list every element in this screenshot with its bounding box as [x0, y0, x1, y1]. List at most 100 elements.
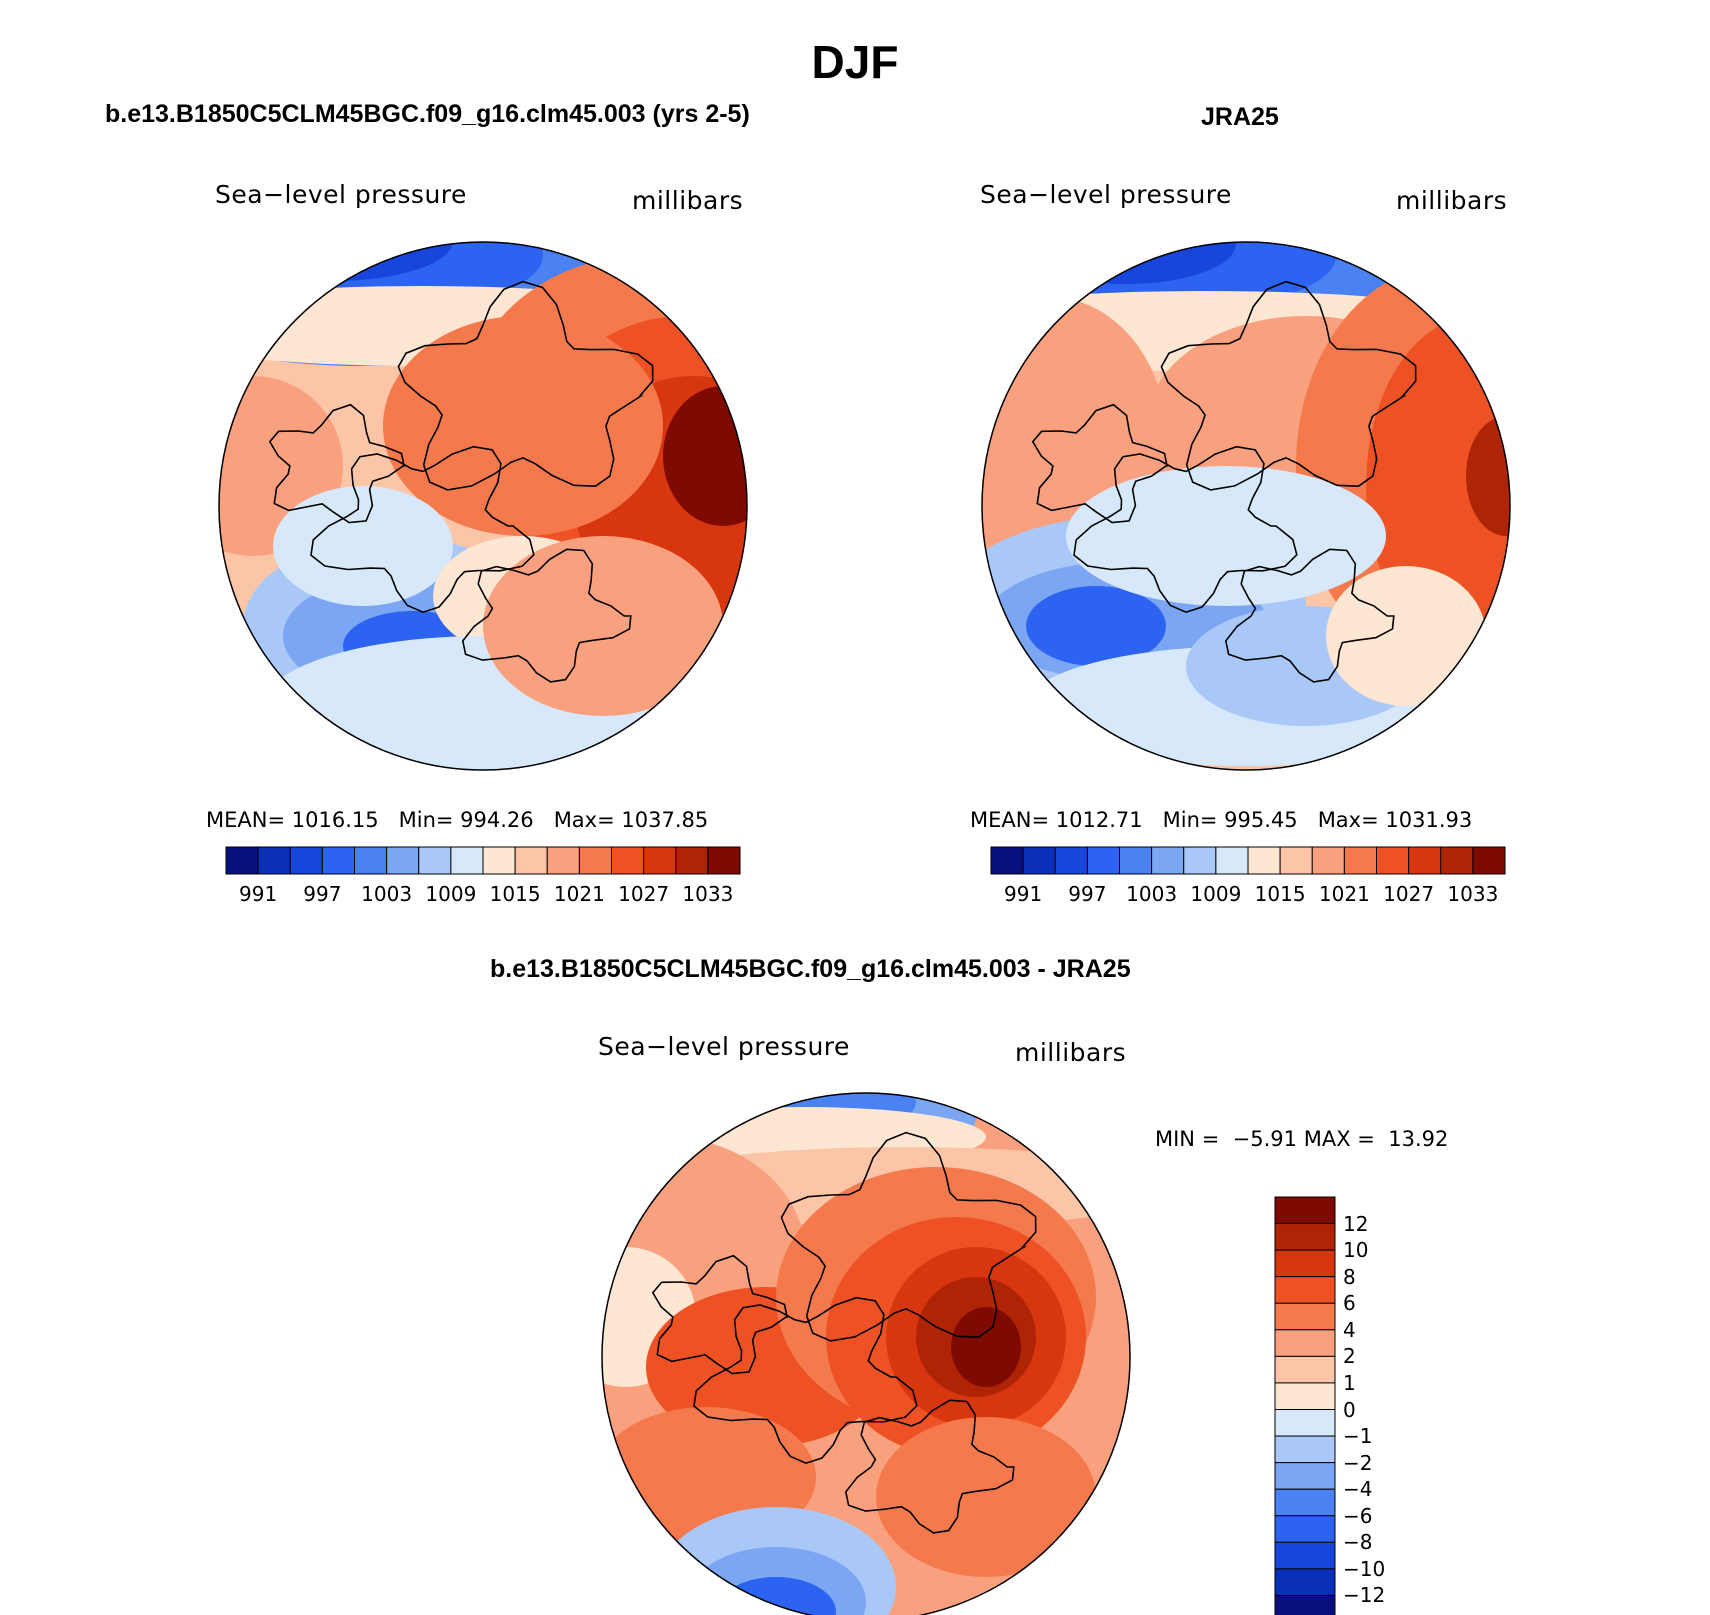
cbarA-swatch — [514, 846, 548, 875]
panel-obs-mean-value: 1012.71 — [1055, 808, 1143, 832]
mapB-contour-band — [1016, 242, 1236, 284]
panel-model-units-label: millibars — [632, 186, 744, 215]
cbarB-swatch — [1279, 846, 1313, 875]
obs-colorbar — [990, 846, 1506, 875]
mapC-contour-band — [951, 1307, 1021, 1387]
panel-obs-units-label: millibars — [1396, 186, 1508, 215]
diff-colorbar-swatch — [1274, 1223, 1336, 1251]
panel-model-mean-label: MEAN= — [206, 808, 286, 832]
panel-model-max-value: 1037.85 — [621, 808, 709, 832]
diff-colorbar-swatch — [1274, 1462, 1336, 1490]
ticksA-label: 1027 — [618, 882, 670, 906]
diff-colorbar-label: 12 — [1343, 1211, 1369, 1236]
mapA-map-border — [218, 241, 748, 771]
diff-colorbar-label: 4 — [1343, 1317, 1356, 1342]
ticksB-label: 1021 — [1318, 882, 1370, 906]
diff-colorbar-swatch — [1274, 1568, 1336, 1596]
diff-colorbar-label: −4 — [1343, 1477, 1373, 1502]
cbarA-swatch — [418, 846, 452, 875]
mapB-coastline — [1031, 280, 1417, 683]
mapA-field — [219, 242, 747, 770]
mapA-contour-band — [273, 486, 453, 606]
cbarA-swatch — [225, 846, 259, 875]
model-slp-map — [218, 241, 748, 771]
panel-model-stats: MEAN= 1016.15 Min= 994.26 Max= 1037.85 — [206, 808, 708, 832]
panel-obs-min-label: Min= — [1162, 808, 1218, 832]
cbarA-swatch — [289, 846, 323, 875]
diff-colorbar-label: −2 — [1343, 1450, 1373, 1475]
panel-diff-max-label: MAX = — [1303, 1127, 1375, 1151]
diff-colorbar-label: 10 — [1343, 1238, 1369, 1263]
panel-obs-mean-label: MEAN= — [970, 808, 1050, 832]
mapB-contour-band — [1026, 586, 1166, 666]
ticksA-label: 997 — [303, 882, 342, 906]
diff-colorbar-label: −8 — [1343, 1530, 1373, 1555]
panel-diff-title: b.e13.B1850C5CLM45BGC.f09_g16.clm45.003 … — [490, 955, 1131, 983]
mapB-contour-band — [1066, 466, 1386, 606]
mapC-field — [602, 1093, 1130, 1615]
panel-model-min-value: 994.26 — [460, 808, 534, 832]
panel-diff-max-value: 13.92 — [1388, 1127, 1449, 1151]
panel-model-title: b.e13.B1850C5CLM45BGC.f09_g16.clm45.003 … — [105, 100, 750, 128]
cbarB-swatch — [1472, 846, 1506, 875]
cbarA-swatch — [707, 846, 741, 875]
panel-obs-variable-label: Sea−level pressure — [980, 180, 1232, 209]
obs-slp-map — [981, 241, 1511, 771]
cbarA-swatch — [321, 846, 355, 875]
panel-obs-title: JRA25 — [1201, 103, 1279, 131]
cbarB-swatch — [1376, 846, 1410, 875]
mapA-contour-band — [483, 536, 723, 716]
panel-obs-min-value: 995.45 — [1224, 808, 1298, 832]
diff-colorbar-swatch — [1274, 1382, 1336, 1410]
mapC-coastline — [651, 1131, 1037, 1534]
panel-diff-stats: MIN = −5.91 MAX = 13.92 — [1155, 1127, 1448, 1151]
cbarB-swatch — [1311, 846, 1345, 875]
mapC-contour-band — [876, 1417, 1096, 1577]
panel-diff-units-label: millibars — [1015, 1038, 1127, 1067]
diff-colorbar-label: −12 — [1343, 1583, 1386, 1608]
ticksA-label: 1021 — [553, 882, 605, 906]
ticksB-label: 1009 — [1190, 882, 1242, 906]
ticksB-label: 991 — [1004, 882, 1043, 906]
cbarA-swatch — [546, 846, 580, 875]
cbarA-swatch — [643, 846, 677, 875]
cbarB-swatch — [1247, 846, 1281, 875]
diff-colorbar — [1274, 1196, 1336, 1615]
mapB-field — [982, 242, 1510, 770]
cbarB-swatch — [1408, 846, 1442, 875]
cbarA-swatch — [450, 846, 484, 875]
diff-colorbar-label: −6 — [1343, 1503, 1373, 1528]
ticksA-label: 1009 — [425, 882, 477, 906]
ticksB-label: 1003 — [1126, 882, 1178, 906]
panel-diff-min-value: −5.91 — [1232, 1127, 1298, 1151]
cbarB-swatch — [1022, 846, 1056, 875]
main-title: DJF — [811, 36, 899, 88]
mapA-contour-band — [219, 242, 453, 281]
model-colorbar — [225, 846, 741, 875]
diff-colorbar-swatch — [1274, 1541, 1336, 1570]
ticksB-label: 1015 — [1254, 882, 1306, 906]
diff-colorbar-label: 8 — [1343, 1264, 1356, 1289]
mapB-contour-band — [1326, 566, 1486, 706]
diff-colorbar-swatch — [1274, 1355, 1336, 1384]
panel-obs-stats: MEAN= 1012.71 Min= 995.45 Max= 1031.93 — [970, 808, 1472, 832]
panel-diff-min-label: MIN = — [1155, 1127, 1220, 1151]
diff-colorbar-swatch — [1274, 1329, 1336, 1357]
cbarB-swatch — [990, 846, 1024, 875]
ticksB-label: 1027 — [1383, 882, 1435, 906]
panel-obs-max-label: Max= — [1317, 808, 1379, 832]
diff-colorbar-swatch — [1274, 1196, 1336, 1225]
diff-colorbar-label: 1 — [1343, 1370, 1356, 1395]
diff-colorbar-label: −1 — [1343, 1424, 1373, 1449]
diff-colorbar-swatch — [1274, 1302, 1336, 1331]
cbarA-swatch — [611, 846, 645, 875]
diff-colorbar-swatch — [1274, 1276, 1336, 1304]
panel-diff-variable-label: Sea−level pressure — [598, 1032, 850, 1061]
diff-colorbar-label: −10 — [1343, 1556, 1386, 1581]
mapA-contour-band — [663, 386, 747, 526]
cbarA-swatch — [482, 846, 516, 875]
panel-obs-max-value: 1031.93 — [1385, 808, 1473, 832]
cbarA-swatch — [257, 846, 291, 875]
cbarB-swatch — [1343, 846, 1377, 875]
